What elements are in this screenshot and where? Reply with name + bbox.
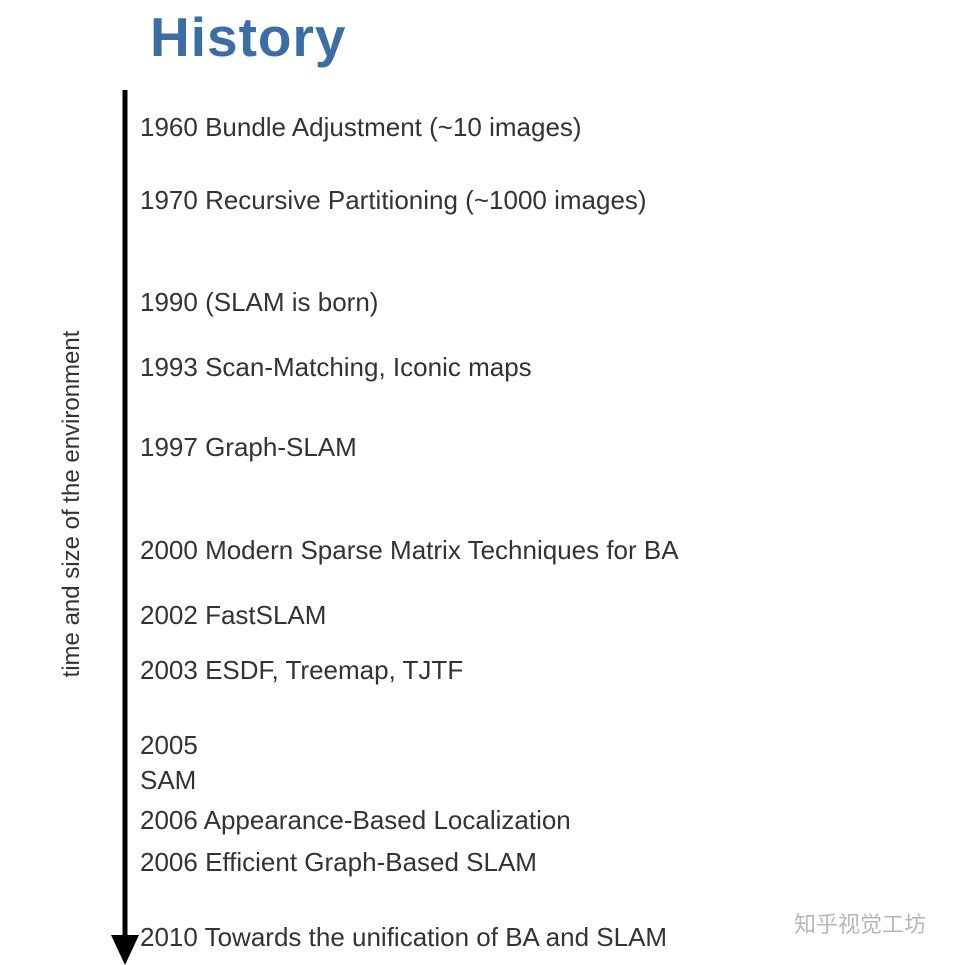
axis-label: time and size of the environment	[58, 254, 86, 754]
timeline-entry: 1960 Bundle Adjustment (~10 images)	[140, 110, 640, 145]
timeline-arrow	[115, 90, 135, 960]
timeline-entry: 2006 Efficient Graph-Based SLAM	[140, 845, 920, 880]
timeline-entry: 1993 Scan-Matching, Iconic maps	[140, 350, 920, 385]
timeline-entry: 2005 SAM	[140, 728, 240, 798]
timeline-entry: 1970 Recursive Partitioning (~1000 image…	[140, 183, 920, 218]
watermark: 知乎视觉工坊	[794, 907, 926, 939]
timeline-entry: 2003 ESDF, Treemap, TJTF	[140, 653, 510, 688]
timeline-entry: 2000 Modern Sparse Matrix Techniques for…	[140, 533, 920, 568]
arrow-line	[123, 90, 128, 940]
page-title: History	[150, 5, 347, 69]
timeline-entry: 1997 Graph-SLAM	[140, 430, 920, 465]
timeline-entry: 2006 Appearance-Based Localization	[140, 803, 920, 838]
timeline-entry: 1990 (SLAM is born)	[140, 285, 920, 320]
arrow-head-icon	[111, 935, 139, 965]
timeline-entry: 2002 FastSLAM	[140, 598, 920, 633]
